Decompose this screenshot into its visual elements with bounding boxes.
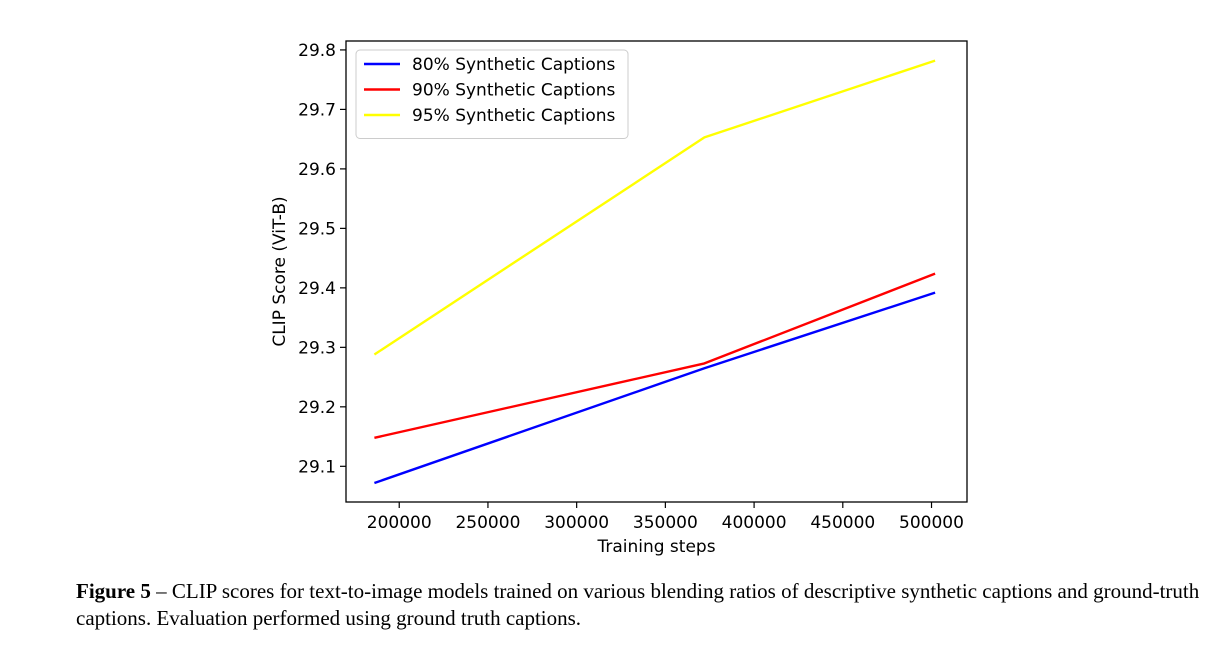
x-tick-label: 250000 bbox=[455, 513, 520, 533]
legend-entry: 95% Synthetic Captions bbox=[412, 106, 615, 126]
plot-frame bbox=[345, 40, 968, 503]
figure-label: Figure 5 bbox=[76, 579, 151, 603]
legend-entry: 80% Synthetic Captions bbox=[412, 55, 615, 75]
plot-lines bbox=[373, 59, 936, 485]
y-tick-label: 29.3 bbox=[298, 338, 336, 358]
x-tick-label: 350000 bbox=[633, 513, 698, 533]
y-tick-label: 29.5 bbox=[298, 219, 336, 239]
x-tick-label: 200000 bbox=[367, 513, 432, 533]
legend: 80% Synthetic Captions 90% Synthetic Capt… bbox=[355, 49, 629, 139]
y-axis: 29.1 29.2 29.3 29.4 29.5 29.6 29.7 29.8 bbox=[298, 41, 346, 477]
series-line-2 bbox=[374, 272, 936, 439]
legend-frame bbox=[355, 49, 629, 139]
series-line-1 bbox=[374, 291, 936, 485]
y-tick-label: 29.4 bbox=[298, 279, 336, 299]
figure-caption-text: – CLIP scores for text-to-image models t… bbox=[76, 579, 1200, 630]
x-tick-label: 450000 bbox=[810, 513, 875, 533]
figure-caption: Figure 5 – CLIP scores for text-to-image… bbox=[76, 578, 1221, 632]
y-tick-label: 29.6 bbox=[298, 160, 336, 180]
series-line-3 bbox=[373, 59, 936, 356]
legend-entry: 90% Synthetic Captions bbox=[412, 81, 615, 101]
line-chart: 200000 250000 300000 350000 400000 450000 5000… bbox=[270, 40, 968, 557]
x-tick-label: 300000 bbox=[544, 513, 609, 533]
x-tick-label: 500000 bbox=[899, 513, 964, 533]
y-axis-label: CLIP Score (ViT-B) bbox=[270, 196, 290, 346]
y-tick-label: 29.8 bbox=[298, 41, 336, 61]
y-tick-label: 29.2 bbox=[298, 398, 336, 418]
x-axis-label: Training steps bbox=[596, 537, 715, 557]
y-tick-label: 29.1 bbox=[298, 457, 336, 477]
x-axis: 200000 250000 300000 350000 400000 450000 5000… bbox=[367, 502, 964, 533]
x-tick-label: 400000 bbox=[722, 513, 787, 533]
y-tick-label: 29.7 bbox=[298, 100, 336, 120]
